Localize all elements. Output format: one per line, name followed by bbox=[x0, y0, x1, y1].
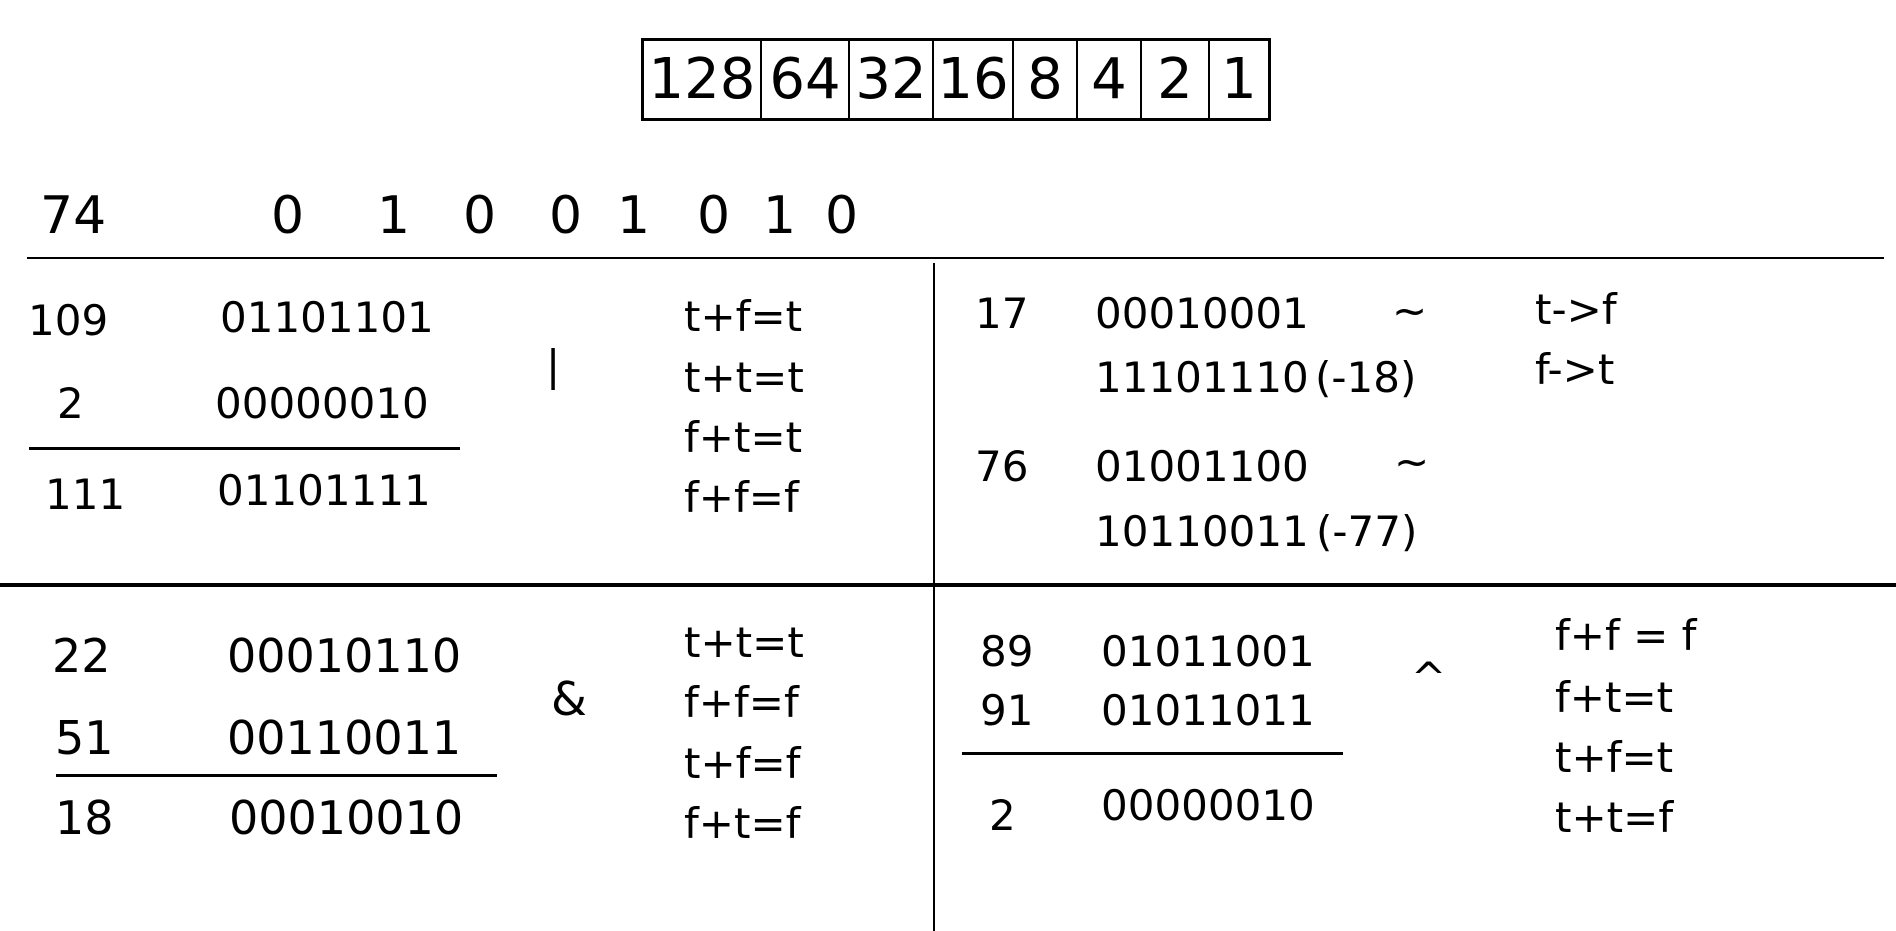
xor-truth-rule: t+t=f bbox=[1555, 793, 1674, 842]
xor-result-binary: 00000010 bbox=[1101, 781, 1315, 830]
not-truth-rule: f->t bbox=[1535, 345, 1615, 394]
and-result-binary: 00010010 bbox=[229, 791, 464, 845]
xor-truth-rule: f+f = f bbox=[1555, 611, 1697, 660]
example-bit: 0 bbox=[697, 186, 731, 246]
not-result-binary: 11101110 bbox=[1095, 353, 1309, 402]
place-value-cell: 64 bbox=[762, 41, 850, 118]
place-value-cell: 32 bbox=[850, 41, 934, 118]
and-result-decimal: 18 bbox=[55, 791, 114, 845]
not-truth-rule: t->f bbox=[1535, 285, 1617, 334]
example-bit: 0 bbox=[271, 186, 305, 246]
and-truth-rule: f+f=f bbox=[684, 678, 799, 727]
xor-result-decimal: 2 bbox=[989, 791, 1016, 840]
not-operator: ~ bbox=[1392, 286, 1428, 335]
place-value-header: 128 64 32 16 8 4 2 1 bbox=[641, 38, 1271, 121]
place-value-cell: 8 bbox=[1014, 41, 1078, 118]
xor-operand-decimal: 89 bbox=[980, 627, 1034, 676]
not-operand-binary: 00010001 bbox=[1095, 289, 1309, 338]
and-truth-rule: t+f=f bbox=[684, 739, 801, 788]
xor-operand-decimal: 91 bbox=[980, 686, 1034, 735]
vertical-divider-line bbox=[933, 263, 935, 931]
not-operand-decimal: 17 bbox=[975, 289, 1029, 338]
xor-truth-rule: t+f=t bbox=[1555, 733, 1674, 782]
or-truth-rule: f+t=t bbox=[684, 413, 803, 462]
section-divider-line bbox=[0, 583, 1896, 587]
not-result-decimal: (-77) bbox=[1316, 507, 1418, 556]
not-operand-binary: 01001100 bbox=[1095, 442, 1309, 491]
or-operand-decimal: 109 bbox=[28, 296, 109, 345]
place-value-cell: 128 bbox=[644, 41, 762, 118]
and-operand-decimal: 51 bbox=[55, 711, 114, 765]
or-result-binary: 01101111 bbox=[217, 466, 431, 515]
xor-operand-binary: 01011001 bbox=[1101, 627, 1315, 676]
not-result-decimal: (-18) bbox=[1315, 353, 1417, 402]
xor-operand-binary: 01011011 bbox=[1101, 686, 1315, 735]
and-sum-line bbox=[56, 774, 497, 777]
or-operator: | bbox=[546, 341, 561, 390]
example-bit: 0 bbox=[549, 186, 583, 246]
and-operator: & bbox=[551, 672, 587, 726]
not-result-binary: 10110011 bbox=[1095, 507, 1309, 556]
or-truth-rule: f+f=f bbox=[684, 473, 799, 522]
place-value-cell: 1 bbox=[1221, 47, 1257, 112]
or-operand-decimal: 2 bbox=[57, 379, 84, 428]
and-operand-decimal: 22 bbox=[52, 629, 111, 683]
not-operator: ~ bbox=[1394, 437, 1430, 486]
xor-truth-rule: f+t=t bbox=[1555, 673, 1674, 722]
and-operand-binary: 00110011 bbox=[227, 711, 462, 765]
place-value-cell: 2 bbox=[1142, 41, 1210, 118]
place-value-cell: 16 bbox=[934, 41, 1014, 118]
example-decimal: 74 bbox=[40, 186, 107, 246]
example-bit: 0 bbox=[825, 186, 859, 246]
or-operand-binary: 01101101 bbox=[220, 293, 434, 342]
and-operand-binary: 00010110 bbox=[227, 629, 462, 683]
example-bit: 1 bbox=[763, 186, 797, 246]
example-bit: 0 bbox=[463, 186, 497, 246]
example-bit: 1 bbox=[377, 186, 411, 246]
example-bit: 1 bbox=[617, 186, 651, 246]
or-operand-binary: 00000010 bbox=[215, 379, 429, 428]
or-truth-rule: t+f=t bbox=[684, 292, 803, 341]
place-value-cell: 4 bbox=[1078, 41, 1142, 118]
xor-sum-line bbox=[962, 752, 1343, 755]
not-operand-decimal: 76 bbox=[975, 442, 1029, 491]
xor-operator: ^ bbox=[1411, 653, 1447, 702]
and-truth-rule: t+t=t bbox=[684, 618, 804, 667]
or-truth-rule: t+t=t bbox=[684, 353, 804, 402]
example-divider-line bbox=[27, 257, 1884, 259]
and-truth-rule: f+t=f bbox=[684, 799, 801, 848]
or-sum-line bbox=[29, 447, 460, 450]
or-result-decimal: 111 bbox=[45, 470, 126, 519]
